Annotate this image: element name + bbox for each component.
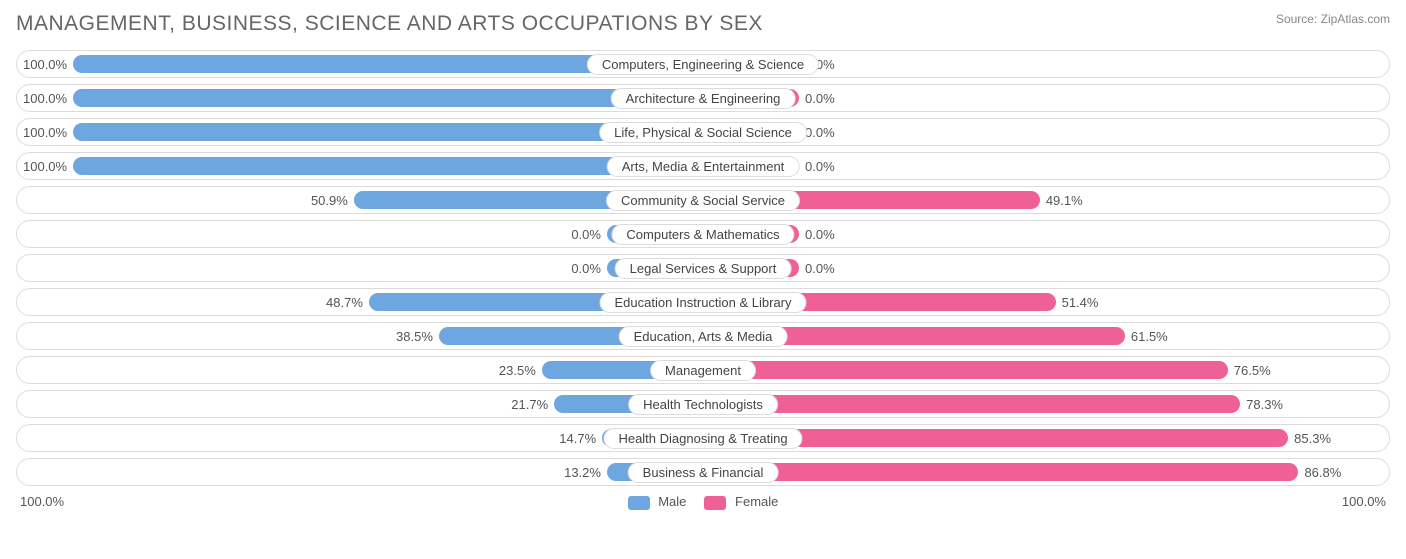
female-half: 78.3% bbox=[703, 391, 1389, 417]
male-pct-label: 0.0% bbox=[565, 261, 607, 276]
chart-row: 0.0% 0.0% Computers & Mathematics bbox=[16, 220, 1390, 248]
male-pct-label: 38.5% bbox=[390, 329, 439, 344]
male-half: 38.5% bbox=[17, 323, 703, 349]
category-label: Health Diagnosing & Treating bbox=[603, 428, 802, 449]
male-half: 0.0% bbox=[17, 221, 703, 247]
female-bar bbox=[703, 463, 1298, 481]
category-label: Computers, Engineering & Science bbox=[587, 54, 819, 75]
male-half: 100.0% bbox=[17, 85, 703, 111]
source-label: Source: bbox=[1276, 12, 1317, 26]
category-label: Education, Arts & Media bbox=[619, 326, 788, 347]
chart-row: 100.0%0.0%Computers, Engineering & Scien… bbox=[16, 50, 1390, 78]
male-half: 100.0% bbox=[17, 153, 703, 179]
female-half: 0.0% bbox=[703, 85, 1389, 111]
male-pct-label: 100.0% bbox=[17, 125, 73, 140]
category-label: Architecture & Engineering bbox=[611, 88, 796, 109]
female-pct-label: 86.8% bbox=[1298, 465, 1347, 480]
category-label: Management bbox=[650, 360, 756, 381]
category-label: Life, Physical & Social Science bbox=[599, 122, 807, 143]
legend-female: Female bbox=[704, 494, 778, 510]
category-label: Health Technologists bbox=[628, 394, 778, 415]
male-pct-label: 13.2% bbox=[558, 465, 607, 480]
male-half: 13.2% bbox=[17, 459, 703, 485]
male-pct-label: 100.0% bbox=[17, 91, 73, 106]
male-pct-label: 100.0% bbox=[17, 159, 73, 174]
male-pct-label: 21.7% bbox=[505, 397, 554, 412]
male-half: 14.7% bbox=[17, 425, 703, 451]
female-half: 0.0% bbox=[703, 153, 1389, 179]
chart-row: 13.2% 86.8% Business & Financial bbox=[16, 458, 1390, 486]
female-pct-label: 51.4% bbox=[1056, 295, 1105, 310]
male-pct-label: 100.0% bbox=[17, 57, 73, 72]
male-pct-label: 48.7% bbox=[320, 295, 369, 310]
axis-right-label: 100.0% bbox=[1342, 494, 1386, 509]
chart-title: MANAGEMENT, BUSINESS, SCIENCE AND ARTS O… bbox=[16, 12, 763, 36]
female-swatch-icon bbox=[704, 496, 726, 510]
male-swatch-icon bbox=[628, 496, 650, 510]
male-half: 50.9% bbox=[17, 187, 703, 213]
female-half: 49.1% bbox=[703, 187, 1389, 213]
male-half: 23.5% bbox=[17, 357, 703, 383]
chart-row: 50.9% 49.1% Community & Social Service bbox=[16, 186, 1390, 214]
female-pct-label: 0.0% bbox=[799, 227, 841, 242]
female-half: 0.0% bbox=[703, 221, 1389, 247]
chart-row: 100.0%0.0%Life, Physical & Social Scienc… bbox=[16, 118, 1390, 146]
female-bar bbox=[703, 361, 1228, 379]
axis-left-label: 100.0% bbox=[20, 494, 64, 509]
female-pct-label: 78.3% bbox=[1240, 397, 1289, 412]
male-pct-label: 0.0% bbox=[565, 227, 607, 242]
diverging-bar-chart: 100.0% 0.0% Computers, Engineering & Scien… bbox=[16, 50, 1390, 486]
legend: Male Female bbox=[628, 494, 779, 510]
female-half: 76.5% bbox=[703, 357, 1389, 383]
male-pct-label: 23.5% bbox=[493, 363, 542, 378]
chart-row: 38.5% 61.5% Education, Arts & Media bbox=[16, 322, 1390, 350]
male-half: 0.0% bbox=[17, 255, 703, 281]
female-pct-label: 0.0% bbox=[799, 91, 841, 106]
male-half: 21.7% bbox=[17, 391, 703, 417]
chart-row: 21.7% 78.3% Health Technologists bbox=[16, 390, 1390, 418]
female-half: 86.8% bbox=[703, 459, 1389, 485]
female-pct-label: 0.0% bbox=[799, 261, 841, 276]
category-label: Community & Social Service bbox=[606, 190, 800, 211]
female-pct-label: 85.3% bbox=[1288, 431, 1337, 446]
source-value: ZipAtlas.com bbox=[1321, 12, 1390, 26]
chart-header: MANAGEMENT, BUSINESS, SCIENCE AND ARTS O… bbox=[16, 12, 1390, 36]
chart-row: 100.0% 0.0%Arts, Media & Entertainment bbox=[16, 152, 1390, 180]
category-label: Business & Financial bbox=[628, 462, 779, 483]
female-half: 85.3% bbox=[703, 425, 1389, 451]
legend-female-label: Female bbox=[735, 494, 778, 509]
female-pct-label: 76.5% bbox=[1228, 363, 1277, 378]
chart-row: 48.7% 51.4% Education Instruction & Librar… bbox=[16, 288, 1390, 316]
category-label: Education Instruction & Library bbox=[599, 292, 806, 313]
category-label: Computers & Mathematics bbox=[611, 224, 794, 245]
male-pct-label: 50.9% bbox=[305, 193, 354, 208]
chart-row: 0.0% 0.0% Legal Services & Support bbox=[16, 254, 1390, 282]
legend-male-label: Male bbox=[658, 494, 686, 509]
female-pct-label: 0.0% bbox=[799, 159, 841, 174]
female-bar bbox=[703, 395, 1240, 413]
chart-source: Source: ZipAtlas.com bbox=[1276, 12, 1390, 26]
female-pct-label: 49.1% bbox=[1040, 193, 1089, 208]
category-label: Legal Services & Support bbox=[615, 258, 792, 279]
chart-row: 100.0% 0.0%Architecture & Engineering bbox=[16, 84, 1390, 112]
chart-row: 23.5% 76.5% Management bbox=[16, 356, 1390, 384]
x-axis: 100.0% Male Female 100.0% bbox=[16, 494, 1390, 510]
male-pct-label: 14.7% bbox=[553, 431, 602, 446]
female-half: 0.0% bbox=[703, 255, 1389, 281]
chart-row: 14.7% 85.3% Health Diagnosing & Treating bbox=[16, 424, 1390, 452]
legend-male: Male bbox=[628, 494, 687, 510]
category-label: Arts, Media & Entertainment bbox=[607, 156, 800, 177]
male-bar bbox=[73, 89, 703, 107]
female-pct-label: 61.5% bbox=[1125, 329, 1174, 344]
female-half: 61.5% bbox=[703, 323, 1389, 349]
